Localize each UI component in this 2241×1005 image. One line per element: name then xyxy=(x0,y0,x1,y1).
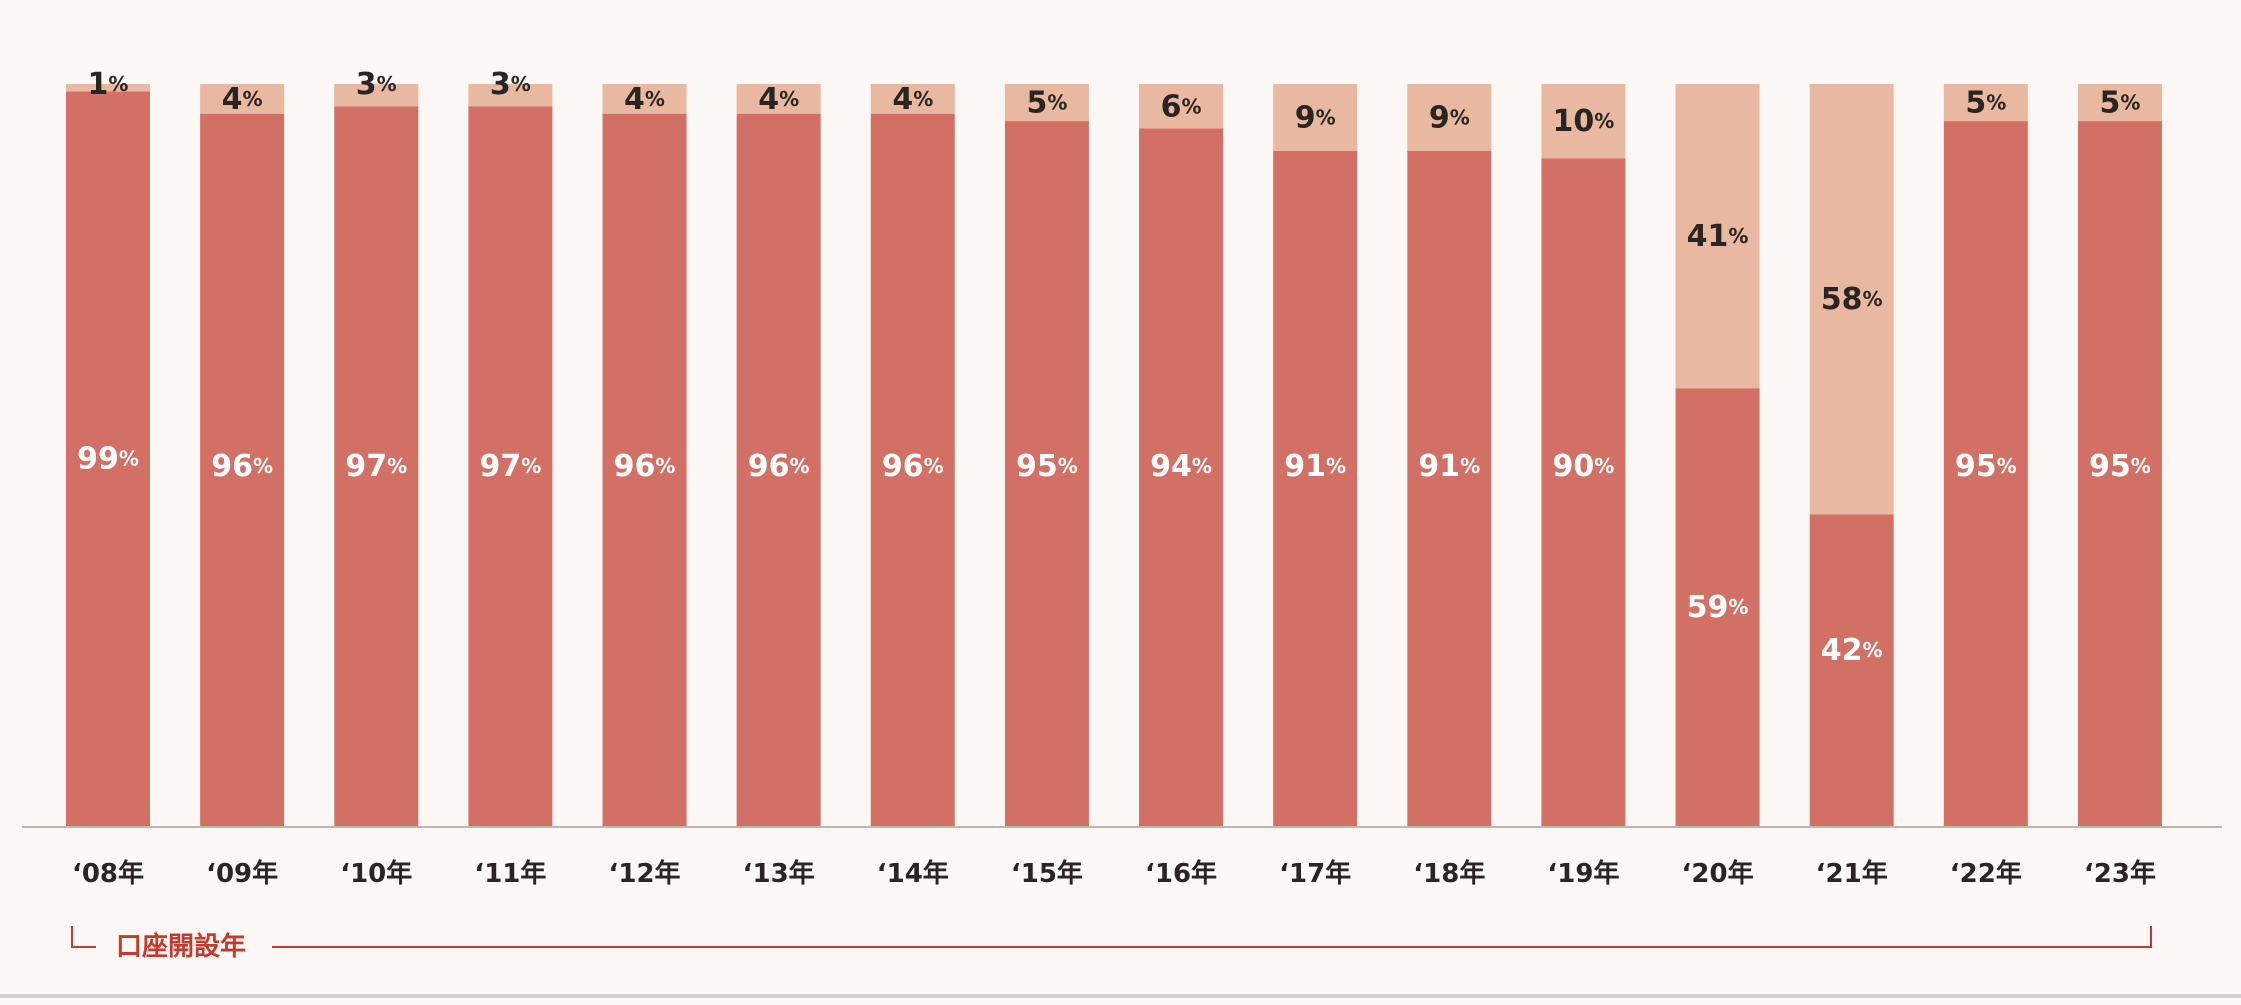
data-label-top: 3% xyxy=(356,67,397,102)
x-tick-label: ‘11年 xyxy=(474,858,546,889)
bracket-left-stroke xyxy=(71,926,96,948)
data-label-bottom: 96% xyxy=(211,449,273,484)
bar-segment-bottom xyxy=(1943,121,2028,827)
data-label-top: 1% xyxy=(88,67,129,102)
bar-segment-top xyxy=(1139,84,1224,129)
data-label-top: 9% xyxy=(1295,100,1336,135)
bar-segment-top xyxy=(870,84,955,114)
bar-segment-top xyxy=(1004,84,1089,122)
bar-segment-bottom xyxy=(1541,158,1626,826)
x-tick-label: ‘22年 xyxy=(1950,858,2022,889)
x-tick-label: ‘17年 xyxy=(1279,858,1351,889)
data-label-bottom: 95% xyxy=(2089,449,2151,484)
x-axis-title: 口座開設年 xyxy=(116,931,246,962)
bracket-right-stroke xyxy=(272,926,2152,948)
data-label-top: 4% xyxy=(892,81,933,116)
data-label-top: 5% xyxy=(1965,85,2006,120)
data-label-top: 5% xyxy=(1026,85,1067,120)
bar-segment-top xyxy=(468,84,553,107)
data-label-top: 10% xyxy=(1553,104,1615,139)
data-label-bottom: 97% xyxy=(345,449,407,484)
x-tick-label: ‘14年 xyxy=(877,858,949,889)
data-label-top: 4% xyxy=(758,81,799,116)
data-label-top: 6% xyxy=(1161,89,1202,124)
x-tick-label: ‘13年 xyxy=(743,858,815,889)
x-tick-label: ‘21年 xyxy=(1816,858,1888,889)
bar-segment-bottom xyxy=(1675,388,1760,826)
data-label-bottom: 99% xyxy=(77,441,139,476)
x-tick-label: ‘09年 xyxy=(206,858,278,889)
data-label-top: 9% xyxy=(1429,100,1470,135)
bar-segment-bottom xyxy=(736,113,821,827)
bar-segment-top xyxy=(334,84,419,107)
data-label-bottom: 96% xyxy=(614,449,676,484)
bar-segment-top xyxy=(66,84,150,92)
bar-segment-bottom xyxy=(1004,121,1089,827)
data-label-top: 3% xyxy=(490,67,531,102)
x-tick-label: ‘10年 xyxy=(340,858,412,889)
bar-segment-bottom xyxy=(602,113,687,827)
bar-segment-bottom xyxy=(334,106,419,826)
x-tick-label: ‘16年 xyxy=(1145,858,1217,889)
data-label-top: 4% xyxy=(624,81,665,116)
bar-segment-top xyxy=(602,84,687,114)
x-tick-label: ‘23年 xyxy=(2084,858,2156,889)
bar-segment-bottom xyxy=(200,113,285,827)
bar-segment-bottom xyxy=(2077,121,2162,827)
bar-segment-top xyxy=(1407,84,1492,151)
x-tick-labels: ‘08年 ‘09年 ‘10年 ‘11年 ‘12年 ‘13年 ‘14年 ‘15年 ‘16年 ‘17年… xyxy=(72,858,2156,889)
bar-segment-bottom xyxy=(1273,150,1358,826)
data-label-bottom: 91% xyxy=(1418,449,1480,484)
bottom-divider xyxy=(0,994,2241,998)
x-tick-label: ‘08年 xyxy=(72,858,144,889)
bar-segment-top xyxy=(1809,84,1894,515)
data-labels-layer: 99% 1% 96% 4% 97% 3% 97% 3% 96% 4% 96% 4% 96% 4% 95% 5%… xyxy=(77,67,2151,668)
data-label-bottom: 42% xyxy=(1821,633,1883,668)
x-tick-label: ‘20年 xyxy=(1682,858,1754,889)
bar-segment-bottom xyxy=(468,106,553,826)
bar-segment-top xyxy=(200,84,285,114)
data-label-top: 5% xyxy=(2099,85,2140,120)
data-label-top: 58% xyxy=(1821,282,1883,317)
data-label-bottom: 90% xyxy=(1553,449,1615,484)
bar-segment-top xyxy=(1675,84,1760,389)
data-label-bottom: 95% xyxy=(1955,449,2017,484)
data-label-top: 41% xyxy=(1687,219,1749,254)
bars-layer xyxy=(66,84,2162,827)
bar-segment-top xyxy=(736,84,821,114)
data-label-bottom: 96% xyxy=(882,449,944,484)
bar-segment-bottom xyxy=(1139,128,1224,826)
bar-segment-top xyxy=(2077,84,2162,122)
x-tick-label: ‘18年 xyxy=(1413,858,1485,889)
data-label-bottom: 96% xyxy=(748,449,810,484)
bar-segment-bottom xyxy=(1407,150,1492,826)
bar-segment-top xyxy=(1541,84,1626,159)
data-label-bottom: 91% xyxy=(1284,449,1346,484)
data-label-bottom: 59% xyxy=(1687,590,1749,625)
x-tick-label: ‘15年 xyxy=(1011,858,1083,889)
data-label-top: 4% xyxy=(222,81,263,116)
data-label-bottom: 95% xyxy=(1016,449,1078,484)
bar-segment-bottom xyxy=(66,91,150,827)
bar-segment-top xyxy=(1273,84,1358,151)
x-tick-label: ‘19年 xyxy=(1547,858,1619,889)
bar-segment-top xyxy=(1943,84,2028,122)
data-label-bottom: 94% xyxy=(1150,449,1212,484)
data-label-bottom: 97% xyxy=(479,449,541,484)
x-tick-label: ‘12年 xyxy=(608,858,680,889)
bar-segment-bottom xyxy=(870,113,955,827)
x-axis-title-bracket: 口座開設年 xyxy=(71,926,2152,962)
bar-segment-bottom xyxy=(1809,514,1894,826)
